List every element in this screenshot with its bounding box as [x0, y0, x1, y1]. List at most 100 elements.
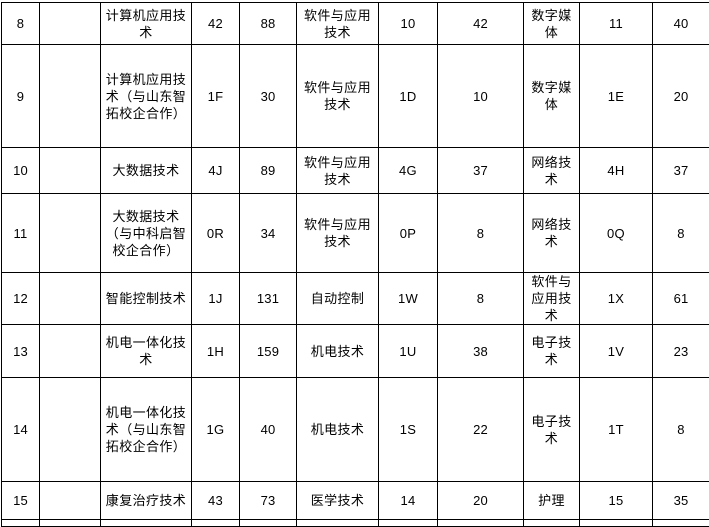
cell-category-2[interactable]: 护理	[524, 482, 580, 520]
cell-code-2[interactable]: 11	[580, 3, 653, 45]
cell-major-code[interactable]: 1G	[192, 378, 240, 482]
cell-code-1[interactable]: 14	[379, 482, 438, 520]
cell-major-name[interactable]: 大数据技术	[101, 148, 192, 194]
cell-category-1[interactable]: 软件与应用技术	[297, 148, 379, 194]
cell-count-1[interactable]: 22	[438, 378, 524, 482]
cell-code-2[interactable]: 4H	[580, 148, 653, 194]
cell-major-name[interactable]: 康复治疗技术	[101, 482, 192, 520]
cell-count-2[interactable]	[653, 520, 709, 527]
cell-major-name[interactable]: 机电一体化技术	[101, 325, 192, 378]
cell-department[interactable]	[40, 148, 101, 194]
cell-category-2[interactable]: 网络技术	[524, 148, 580, 194]
cell-code-1[interactable]: 10	[379, 3, 438, 45]
cell-plan-count[interactable]: 30	[240, 45, 297, 148]
table-row[interactable]: 15 康复治疗技术 43 73 医学技术 14 20 护理 15 35	[2, 482, 709, 520]
cell-code-1[interactable]: 0P	[379, 194, 438, 273]
cell-code-2[interactable]: 15	[580, 482, 653, 520]
cell-count-1[interactable]: 10	[438, 45, 524, 148]
cell-major-name[interactable]	[101, 520, 192, 527]
cell-count-2[interactable]: 35	[653, 482, 709, 520]
cell-count-2[interactable]: 8	[653, 378, 709, 482]
cell-major-code[interactable]	[192, 520, 240, 527]
cell-plan-count[interactable]	[240, 520, 297, 527]
cell-code-2[interactable]: 1T	[580, 378, 653, 482]
table-row[interactable]: 8 计算机应用技术 42 88 软件与应用技术 10 42 数字媒体 11 40	[2, 3, 709, 45]
cell-department[interactable]	[40, 3, 101, 45]
cell-department[interactable]	[40, 45, 101, 148]
cell-count-1[interactable]: 42	[438, 3, 524, 45]
cell-category-1[interactable]: 医学技术	[297, 482, 379, 520]
cell-major-name[interactable]: 机电一体化技术（与山东智拓校企合作）	[101, 378, 192, 482]
cell-count-2[interactable]: 37	[653, 148, 709, 194]
cell-index[interactable]	[2, 520, 40, 527]
cell-count-2[interactable]: 61	[653, 273, 709, 325]
cell-code-1[interactable]: 1W	[379, 273, 438, 325]
cell-code-2[interactable]: 1X	[580, 273, 653, 325]
cell-major-code[interactable]: 0R	[192, 194, 240, 273]
cell-code-2[interactable]: 1E	[580, 45, 653, 148]
cell-plan-count[interactable]: 89	[240, 148, 297, 194]
cell-department[interactable]	[40, 325, 101, 378]
cell-major-code[interactable]: 1J	[192, 273, 240, 325]
cell-major-name[interactable]: 智能控制技术	[101, 273, 192, 325]
cell-major-name[interactable]: 大数据技术（与中科启智校企合作）	[101, 194, 192, 273]
cell-category-2[interactable]: 电子技术	[524, 325, 580, 378]
table-row[interactable]: 14 机电一体化技术（与山东智拓校企合作） 1G 40 机电技术 1S 22 电…	[2, 378, 709, 482]
cell-count-1[interactable]: 8	[438, 194, 524, 273]
cell-count-2[interactable]: 23	[653, 325, 709, 378]
cell-department[interactable]	[40, 520, 101, 527]
table-row[interactable]: 12 智能控制技术 1J 131 自动控制 1W 8 软件与应用技术 1X 61	[2, 273, 709, 325]
cell-category-1[interactable]: 自动控制	[297, 273, 379, 325]
cell-major-name[interactable]: 计算机应用技术（与山东智拓校企合作）	[101, 45, 192, 148]
cell-index[interactable]: 13	[2, 325, 40, 378]
table-row[interactable]: 9 计算机应用技术（与山东智拓校企合作） 1F 30 软件与应用技术 1D 10…	[2, 45, 709, 148]
cell-index[interactable]: 14	[2, 378, 40, 482]
cell-count-2[interactable]: 40	[653, 3, 709, 45]
cell-category-2[interactable]: 数字媒体	[524, 3, 580, 45]
cell-major-code[interactable]: 4J	[192, 148, 240, 194]
cell-code-1[interactable]: 1U	[379, 325, 438, 378]
cell-count-1[interactable]: 20	[438, 482, 524, 520]
cell-plan-count[interactable]: 88	[240, 3, 297, 45]
cell-code-2[interactable]	[580, 520, 653, 527]
table-row-partial[interactable]	[2, 520, 709, 527]
cell-major-code[interactable]: 43	[192, 482, 240, 520]
cell-major-code[interactable]: 1F	[192, 45, 240, 148]
cell-plan-count[interactable]: 34	[240, 194, 297, 273]
cell-code-1[interactable]: 1D	[379, 45, 438, 148]
cell-index[interactable]: 12	[2, 273, 40, 325]
cell-code-2[interactable]: 1V	[580, 325, 653, 378]
cell-major-code[interactable]: 1H	[192, 325, 240, 378]
cell-count-1[interactable]: 38	[438, 325, 524, 378]
cell-code-1[interactable]: 4G	[379, 148, 438, 194]
cell-category-1[interactable]: 机电技术	[297, 378, 379, 482]
cell-count-1[interactable]: 37	[438, 148, 524, 194]
cell-category-2[interactable]: 数字媒体	[524, 45, 580, 148]
cell-count-2[interactable]: 20	[653, 45, 709, 148]
table-row[interactable]: 10 大数据技术 4J 89 软件与应用技术 4G 37 网络技术 4H 37	[2, 148, 709, 194]
table-row[interactable]: 13 机电一体化技术 1H 159 机电技术 1U 38 电子技术 1V 23	[2, 325, 709, 378]
cell-category-1[interactable]: 软件与应用技术	[297, 45, 379, 148]
cell-count-2[interactable]: 8	[653, 194, 709, 273]
cell-category-1[interactable]	[297, 520, 379, 527]
table-row[interactable]: 11 大数据技术（与中科启智校企合作） 0R 34 软件与应用技术 0P 8 网…	[2, 194, 709, 273]
cell-category-1[interactable]: 软件与应用技术	[297, 3, 379, 45]
cell-plan-count[interactable]: 40	[240, 378, 297, 482]
cell-plan-count[interactable]: 73	[240, 482, 297, 520]
cell-category-2[interactable]	[524, 520, 580, 527]
cell-category-2[interactable]: 电子技术	[524, 378, 580, 482]
cell-code-1[interactable]: 1S	[379, 378, 438, 482]
cell-count-1[interactable]	[438, 520, 524, 527]
cell-category-1[interactable]: 软件与应用技术	[297, 194, 379, 273]
cell-department[interactable]	[40, 378, 101, 482]
cell-department[interactable]	[40, 194, 101, 273]
cell-index[interactable]: 9	[2, 45, 40, 148]
cell-category-2[interactable]: 软件与应用技术	[524, 273, 580, 325]
cell-plan-count[interactable]: 131	[240, 273, 297, 325]
cell-index[interactable]: 10	[2, 148, 40, 194]
cell-index[interactable]: 11	[2, 194, 40, 273]
cell-plan-count[interactable]: 159	[240, 325, 297, 378]
cell-major-code[interactable]: 42	[192, 3, 240, 45]
cell-major-name[interactable]: 计算机应用技术	[101, 3, 192, 45]
cell-department[interactable]	[40, 482, 101, 520]
